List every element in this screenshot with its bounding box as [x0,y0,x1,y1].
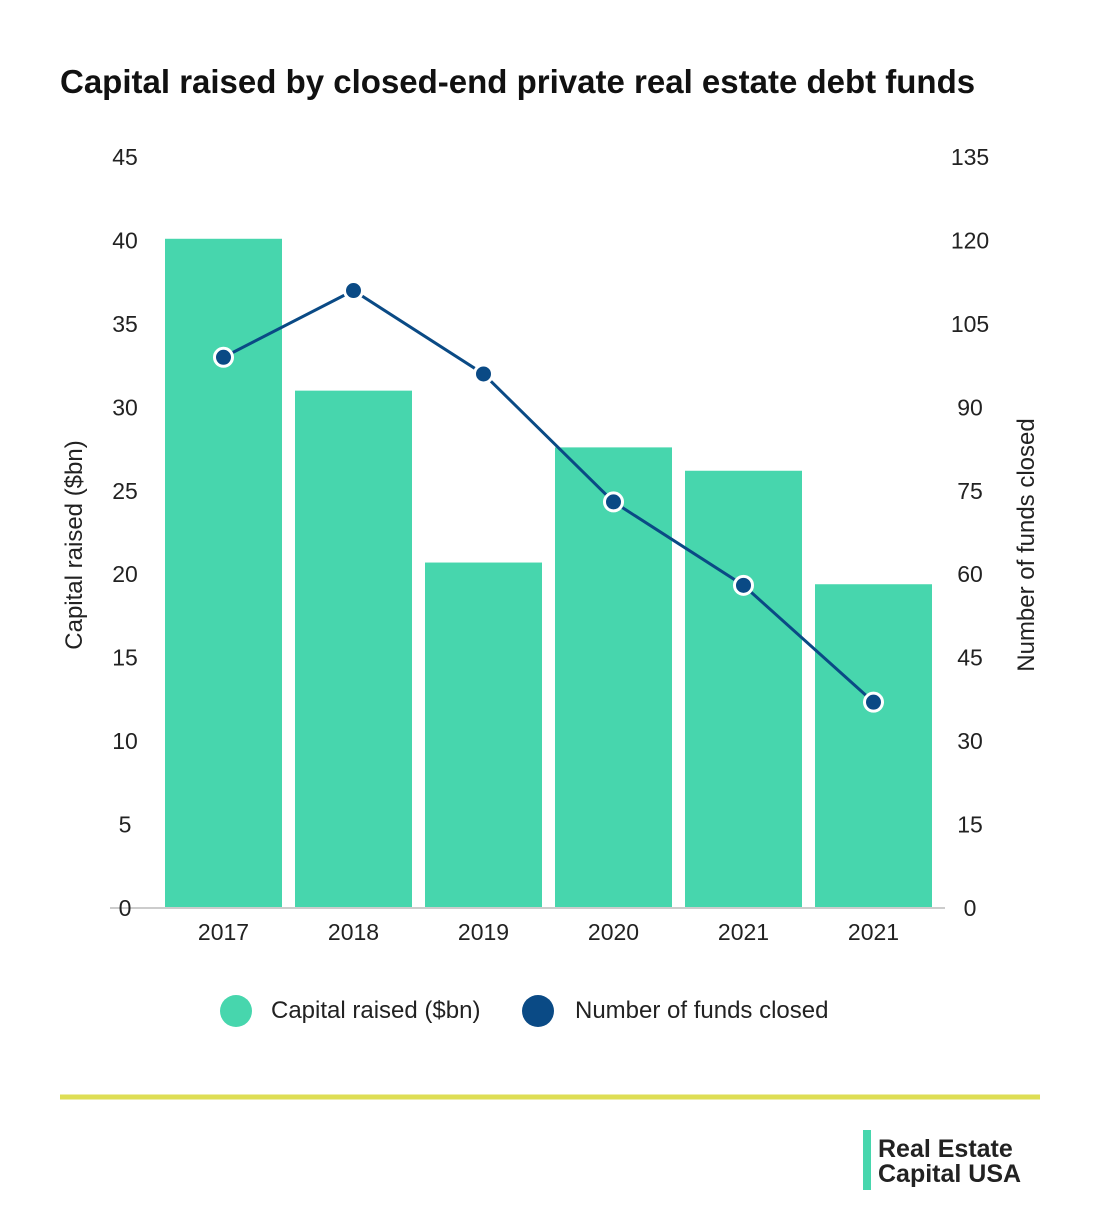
bar-3 [555,447,672,908]
funds-point-2 [473,363,494,385]
y-axis-label-right: Number of funds closed [1013,418,1040,671]
funds-point-3 [603,491,624,513]
funds-point-5 [863,691,884,713]
y-tick-right: 105 [951,311,989,337]
funds-point-4 [733,574,754,596]
x-tick-label: 2019 [458,919,509,945]
y-tick-left: 45 [112,144,138,170]
y-tick-right: 45 [957,645,983,671]
y-tick-right: 120 [951,227,989,253]
bar-2 [425,562,542,908]
x-tick-label: 2017 [198,919,249,945]
y-tick-left: 5 [119,812,132,838]
x-tick-label: 2018 [328,919,379,945]
y-tick-left: 40 [112,227,138,253]
y-tick-left: 35 [112,311,138,337]
y-tick-left: 20 [112,561,138,587]
bar-0 [165,238,282,908]
y-tick-right: 75 [957,478,983,504]
x-tick-label: 2021 [718,919,769,945]
y-tick-right: 30 [957,728,983,754]
y-tick-left: 25 [112,478,138,504]
legend-label-funds: Number of funds closed [575,997,828,1024]
y-tick-right: 0 [964,895,977,921]
chart-title: Capital raised by closed-end private rea… [60,63,975,100]
y-tick-left: 30 [112,394,138,420]
legend-label-capital: Capital raised ($bn) [271,997,480,1024]
legend-swatch-funds [522,995,554,1027]
y-axis-label-left: Capital raised ($bn) [61,440,88,649]
logo-line1: Real Estate [878,1135,1013,1163]
legend-swatch-capital [220,995,252,1027]
funds-point-0 [213,346,234,368]
y-tick-right: 90 [957,394,983,420]
bar-1 [295,390,412,909]
logo-bar [863,1130,871,1190]
y-tick-right: 15 [957,812,983,838]
x-tick-label: 2021 [848,919,899,945]
logo-line2: Capital USA [878,1160,1021,1188]
bar-4 [685,470,802,908]
y-tick-left: 0 [119,895,132,921]
y-tick-right: 60 [957,561,983,587]
funds-point-1 [343,280,364,302]
x-tick-label: 2020 [588,919,639,945]
y-tick-left: 10 [112,728,138,754]
funds-line [222,288,875,704]
y-tick-left: 15 [112,645,138,671]
y-tick-right: 135 [951,144,989,170]
bar-5 [815,584,932,908]
